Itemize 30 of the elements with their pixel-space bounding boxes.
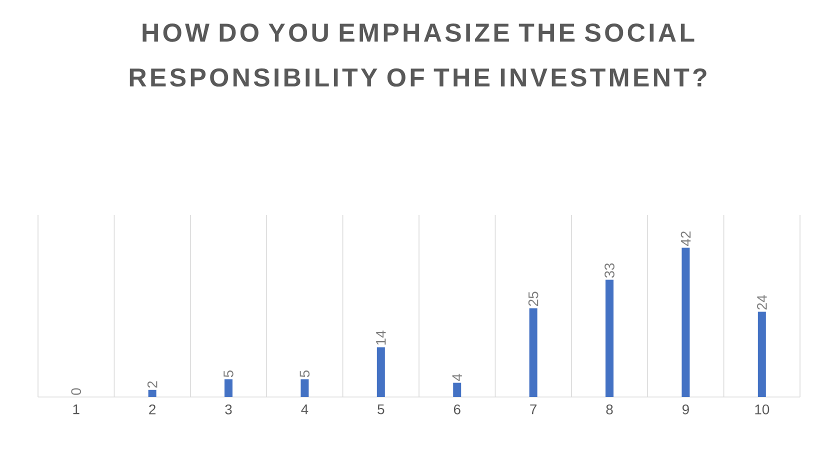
data-label: 33 bbox=[604, 263, 614, 278]
x-tick-label: 6 bbox=[454, 404, 460, 414]
x-tick-label: 3 bbox=[225, 404, 232, 414]
x-tick-label: 10 bbox=[755, 404, 770, 414]
bar bbox=[376, 347, 385, 397]
data-label: 5 bbox=[224, 370, 234, 378]
bar bbox=[758, 312, 766, 397]
data-label: 0 bbox=[71, 388, 82, 395]
data-label: 24 bbox=[757, 295, 767, 310]
bar bbox=[300, 379, 309, 397]
bar bbox=[453, 382, 462, 397]
x-tick-label: 9 bbox=[682, 404, 689, 414]
bar bbox=[529, 308, 538, 397]
x-tick-label: 7 bbox=[530, 404, 536, 414]
x-tick-label: 4 bbox=[301, 404, 308, 414]
data-label: 14 bbox=[376, 330, 386, 345]
x-tick-label: 5 bbox=[378, 404, 384, 414]
x-tick-label: 8 bbox=[606, 404, 613, 414]
data-label: 2 bbox=[147, 381, 158, 388]
chart-title: HOW DO YOU EMPHASIZE THE SOCIAL RESPONSIBILITY OF THE INVESTMENT? bbox=[130, 24, 706, 87]
bar bbox=[224, 379, 233, 397]
bar bbox=[148, 390, 156, 397]
x-tick-label: 2 bbox=[149, 404, 156, 414]
data-label: 25 bbox=[528, 292, 538, 306]
data-label: 5 bbox=[300, 370, 310, 378]
bar bbox=[606, 280, 614, 397]
data-label: 4 bbox=[452, 374, 462, 381]
x-tick-label: 1 bbox=[73, 404, 80, 414]
bar bbox=[682, 248, 690, 397]
data-label: 42 bbox=[680, 231, 691, 246]
